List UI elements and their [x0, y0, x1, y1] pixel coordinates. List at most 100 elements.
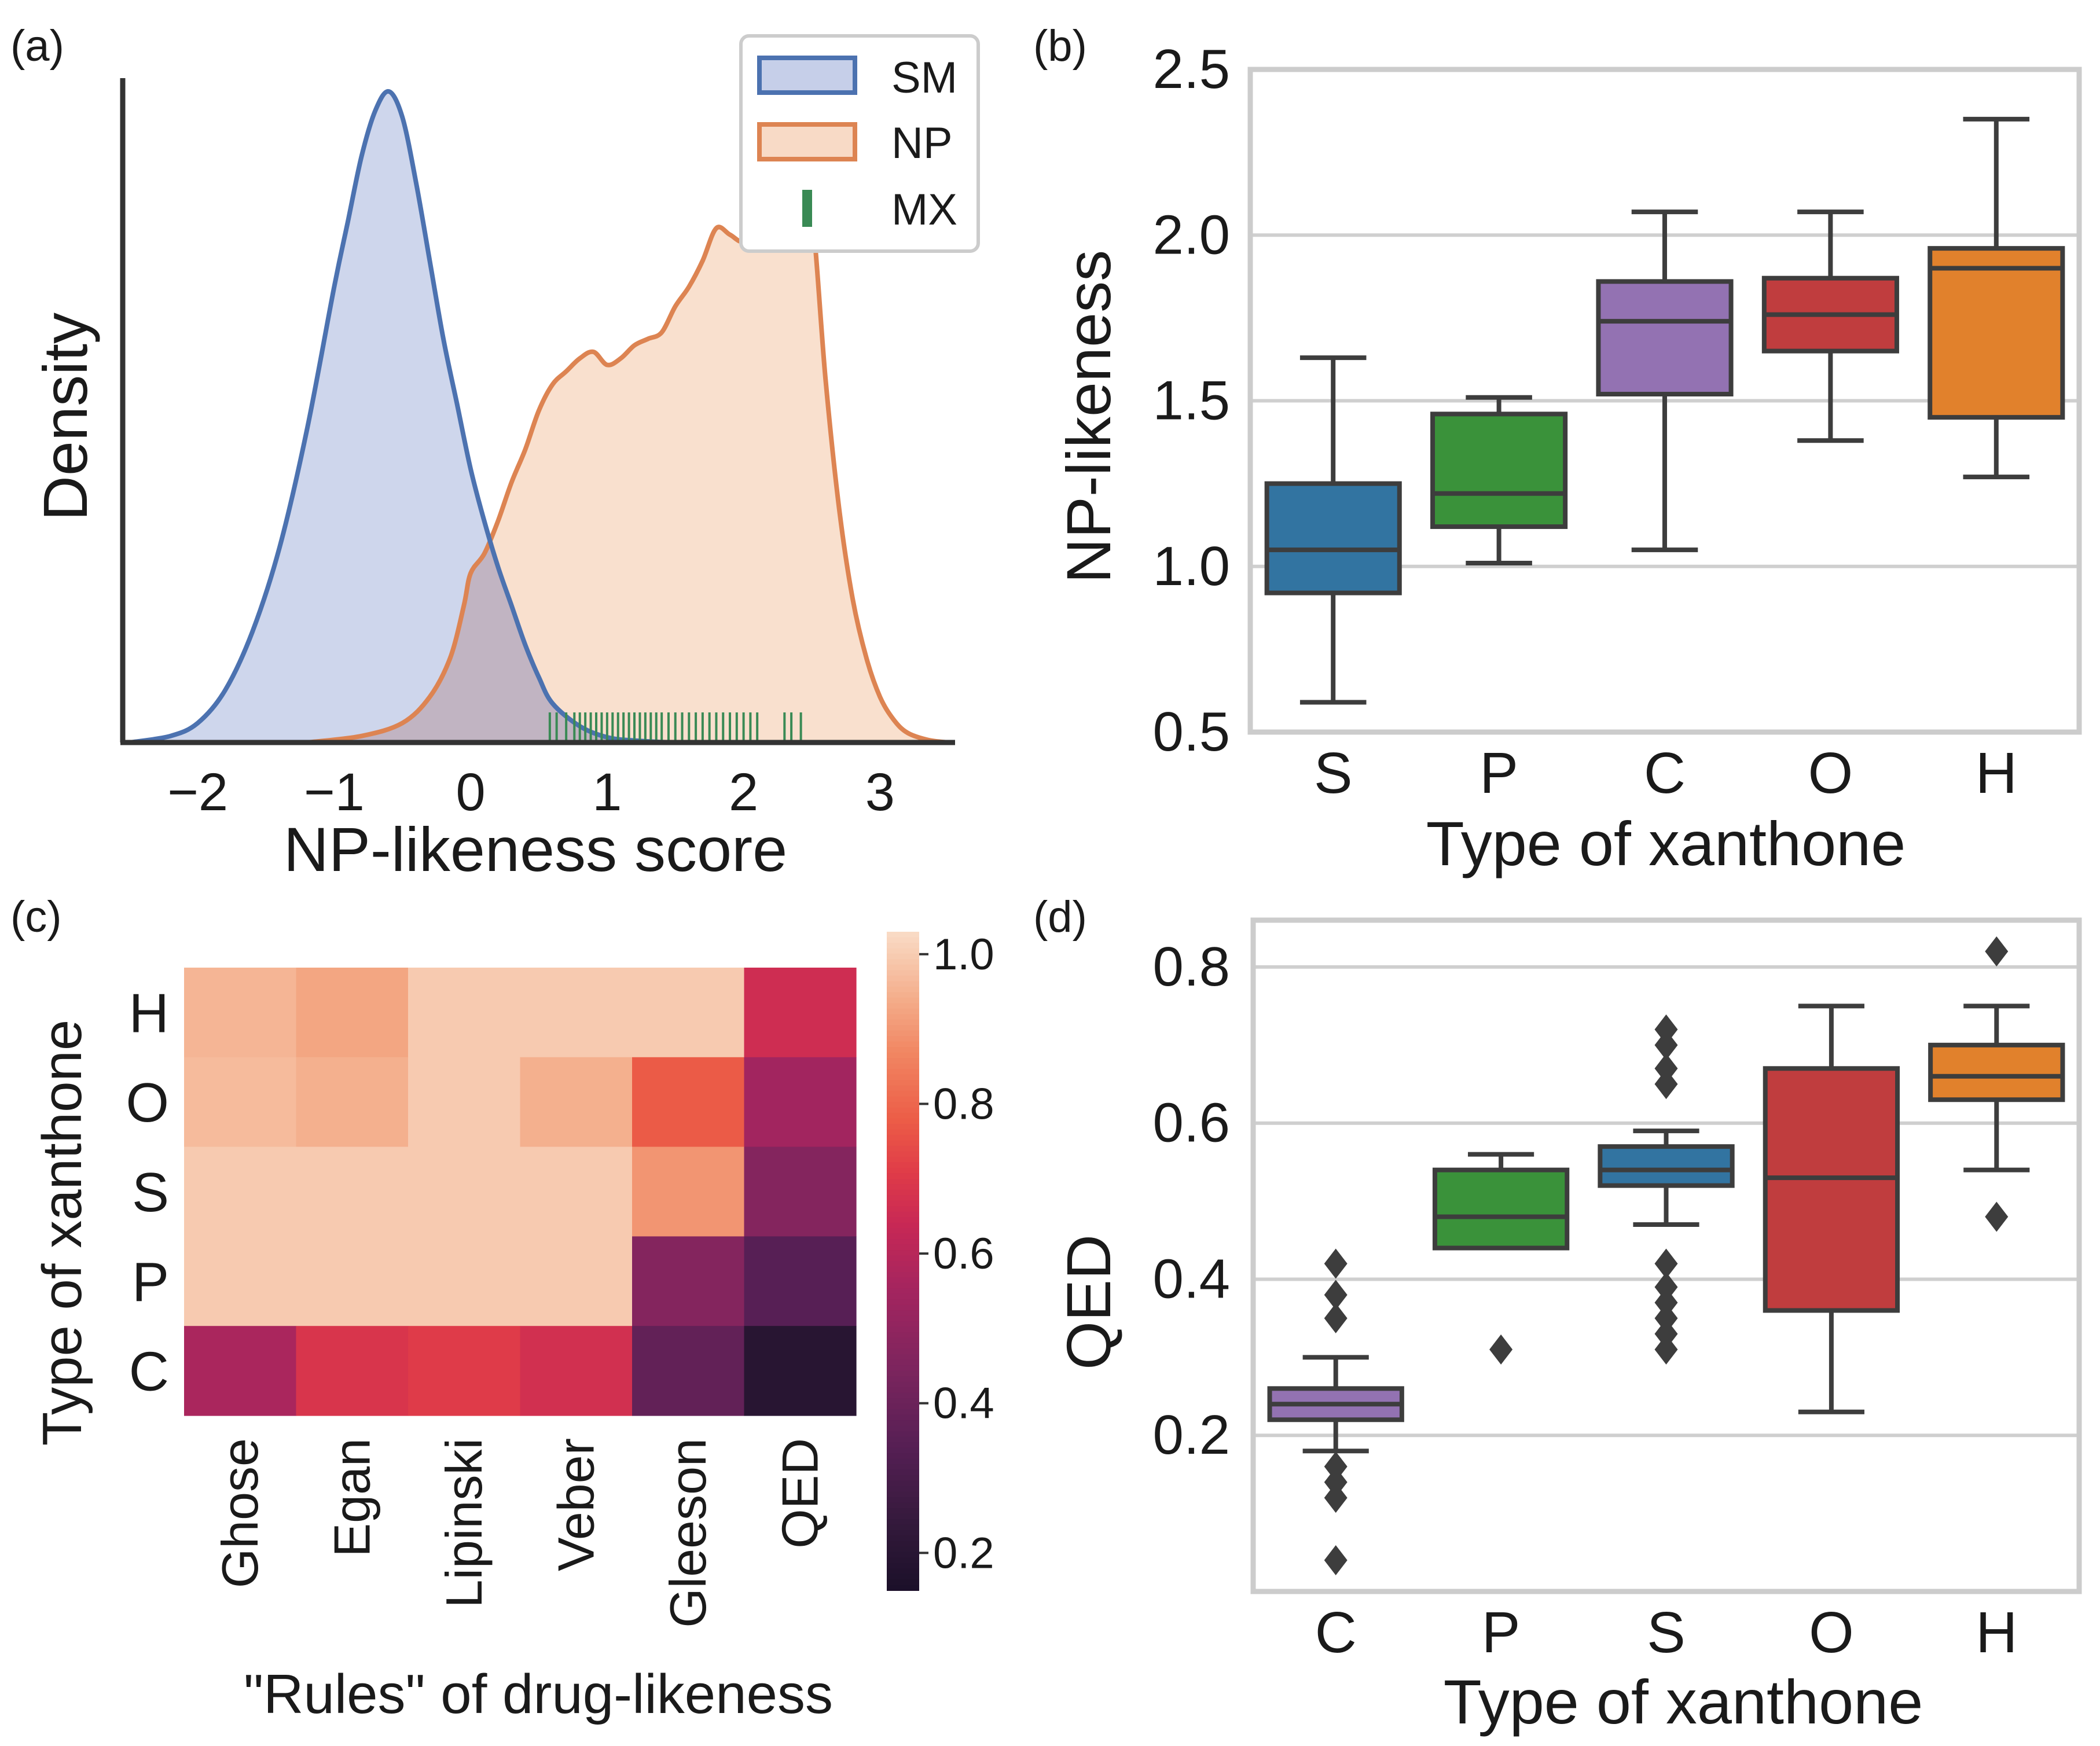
colorbar-segment — [887, 937, 919, 943]
colorbar-segment — [887, 1359, 919, 1366]
heatmap-cell-h-gleeson — [632, 968, 745, 1058]
panel-a-x-ticks: −2 −1 0 1 2 3 — [167, 763, 895, 822]
colorbar-segment — [887, 1315, 919, 1322]
colorbar-segment — [887, 1271, 919, 1278]
heatmap-cell-p-gleeson — [632, 1236, 745, 1326]
colorbar-segment — [887, 942, 919, 949]
colorbar-segment — [887, 981, 919, 987]
row-label-h: H — [129, 982, 169, 1044]
colorbar-segment — [887, 1041, 919, 1048]
panel-a-xtick-label: 3 — [865, 763, 895, 822]
flier-c-4 — [1324, 1303, 1348, 1333]
box-h — [1928, 1042, 2065, 1102]
colorbar-segment — [887, 1277, 919, 1284]
panel-a-xtick-label: 2 — [729, 763, 758, 822]
heatmap-cell-c-ghose — [184, 1326, 297, 1416]
panel-d-ylabel: QED — [1053, 1234, 1124, 1370]
panel-d-label: (d) — [1033, 892, 1087, 942]
flier-s-1 — [1654, 1318, 1678, 1349]
heatmap-cell-o-lipinski — [408, 1057, 521, 1148]
column-label-egan: Egan — [323, 1438, 380, 1557]
plot-frame — [1247, 67, 2082, 735]
colorbar-segment — [887, 959, 919, 965]
colorbar-segment — [887, 1574, 919, 1580]
colorbar-tick-label: 0.2 — [933, 1528, 994, 1578]
colorbar-segment — [887, 1431, 919, 1438]
colorbar-segment — [887, 1546, 919, 1553]
colorbar-segment — [887, 1069, 919, 1075]
flier-h-0 — [1985, 1201, 2009, 1232]
colorbar-segment — [887, 1348, 919, 1355]
flier-c-6 — [1324, 1248, 1348, 1279]
heatmap-cell-s-gleeson — [632, 1146, 745, 1237]
flier-s-9 — [1654, 1014, 1678, 1045]
colorbar-segment — [887, 1134, 919, 1141]
colorbar-segment — [887, 1184, 919, 1190]
ytick-label: 0.8 — [1153, 936, 1230, 998]
colorbar-segment — [887, 1376, 919, 1383]
ytick-label: 1.5 — [1153, 370, 1230, 432]
xtick-label-p: P — [1482, 1600, 1521, 1665]
ytick-label: 0.2 — [1153, 1404, 1230, 1466]
panel-a-xtick-label: 0 — [456, 763, 486, 822]
colorbar-segment — [887, 1513, 919, 1520]
flier-c-3 — [1324, 1451, 1348, 1482]
ytick-label: 0.6 — [1153, 1092, 1230, 1154]
colorbar-segment — [887, 1552, 919, 1558]
panel-b-plot: 0.5 1.0 1.5 2.0 2.5 S P C O H — [1153, 38, 2082, 806]
colorbar-segment — [887, 1288, 919, 1295]
xtick-label-o: O — [1809, 1600, 1854, 1665]
heatmap-cell-o-qed — [744, 1057, 857, 1148]
ytick-label: 0.4 — [1153, 1248, 1230, 1310]
colorbar-segment — [887, 1239, 919, 1245]
column-label-qed: QED — [771, 1438, 828, 1549]
colorbar-segment — [887, 1579, 919, 1586]
colorbar-segment — [887, 1085, 919, 1092]
panel-c-colorbar: 0.2 0.4 0.6 0.8 1.0 — [887, 930, 994, 1591]
colorbar-segment — [887, 1266, 919, 1273]
flier-s-8 — [1654, 1030, 1678, 1060]
colorbar-segment — [887, 1140, 919, 1146]
colorbar-segment — [887, 975, 919, 982]
heatmap-cell-o-ghose — [184, 1057, 297, 1148]
plot-frame — [1250, 917, 2082, 1594]
colorbar-segment — [887, 1497, 919, 1504]
colorbar-segment — [887, 1530, 919, 1537]
kde-line-sm — [129, 89, 744, 745]
heatmap-cell-s-egan — [296, 1146, 409, 1237]
heatmap-cell-s-ghose — [184, 1146, 297, 1237]
colorbar-segment — [887, 1008, 919, 1015]
colorbar-segment — [887, 1568, 919, 1575]
kde-overlap-area — [307, 543, 744, 743]
colorbar-segment — [887, 1458, 919, 1465]
heatmap-cell-h-ghose — [184, 968, 297, 1058]
panel-b-ylabel: NP-likeness — [1053, 250, 1124, 583]
heatmap-cell-s-veber — [520, 1146, 633, 1237]
xtick-label-s: S — [1647, 1600, 1686, 1665]
colorbar-segment — [887, 1025, 919, 1031]
legend-sm-swatch — [757, 56, 857, 95]
colorbar-segment — [887, 1118, 919, 1124]
row-label-s: S — [132, 1161, 169, 1223]
colorbar-segment — [887, 1425, 919, 1432]
colorbar-segment — [887, 1502, 919, 1509]
flier-s-2 — [1654, 1303, 1678, 1333]
colorbar-segment — [887, 1107, 919, 1113]
legend-mx-swatch — [802, 190, 812, 227]
row-label-o: O — [126, 1072, 169, 1134]
panel-a-legend: SM NP MX — [739, 34, 980, 253]
row-label-c: C — [129, 1341, 169, 1403]
colorbar-segment — [887, 1337, 919, 1344]
flier-s-0 — [1654, 1334, 1678, 1365]
panel-a-xlabel: NP-likeness score — [284, 814, 787, 884]
flier-s-5 — [1654, 1248, 1678, 1279]
colorbar-segment — [887, 997, 919, 1004]
colorbar-segment — [887, 1052, 919, 1059]
kde-line-np — [306, 138, 949, 745]
flier-s-7 — [1654, 1053, 1678, 1084]
heatmap-cell-p-lipinski — [408, 1236, 521, 1326]
colorbar-segment — [887, 1156, 919, 1163]
panel-a-xtick-label: 1 — [592, 763, 622, 822]
colorbar-segment — [887, 1112, 919, 1119]
